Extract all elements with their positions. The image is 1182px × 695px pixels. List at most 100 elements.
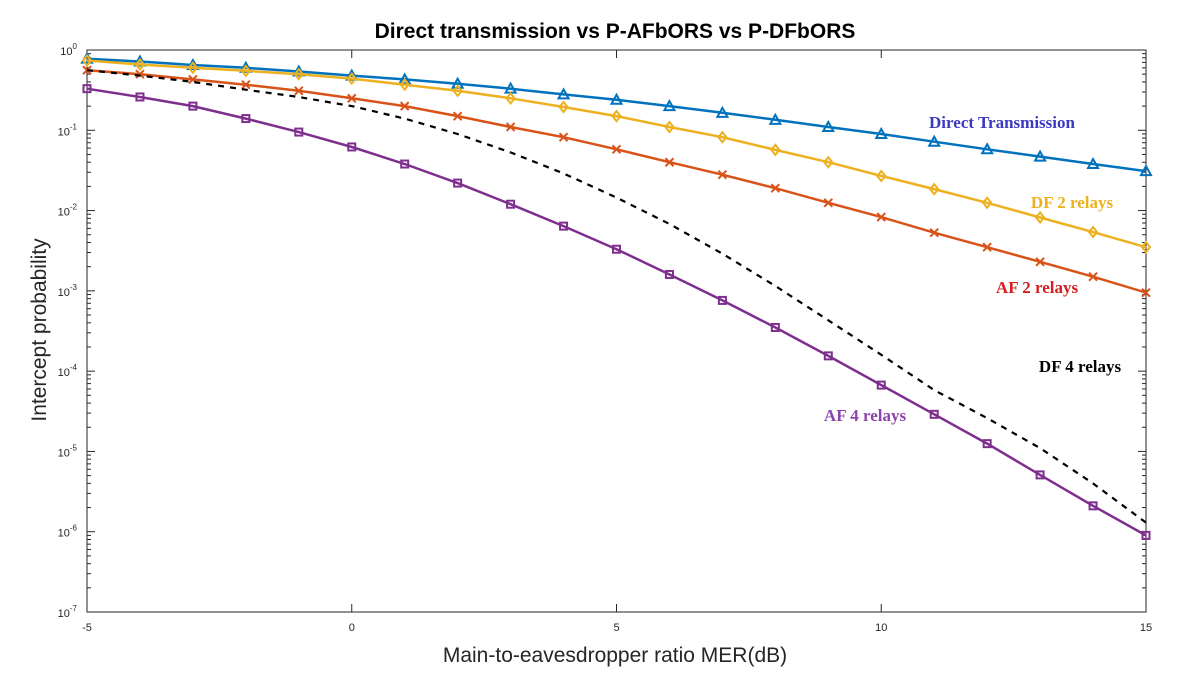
data-point [1034,210,1046,225]
series-af-4-relays [82,84,1151,540]
x-tick-label: -5 [82,622,92,634]
y-tick-label: 10-4 [58,363,78,379]
series-label: Direct Transmission [929,113,1075,132]
x-ticks: -5 0 5 10 15 [82,50,1152,634]
data-point [664,157,675,167]
data-point [1035,257,1045,267]
series-direct-transmission [80,51,1153,177]
data-point [717,130,728,144]
data-point [874,126,888,139]
series-label: AF 4 relays [824,406,907,425]
data-point [770,183,781,193]
data-point [770,143,781,157]
data-point [294,127,304,137]
data-point [1035,470,1045,480]
data-point [453,178,463,188]
data-point [982,242,992,252]
y-ticks: 10-7 10-6 10-5 10-4 10-3 10-2 10-1 100 [58,42,1146,620]
data-point [558,100,569,114]
data-point [1087,225,1099,239]
data-point [505,91,516,105]
data-point [398,72,412,85]
y-tick-label: 10-2 [58,203,78,219]
x-tick-label: 5 [613,622,619,634]
data-point [187,61,199,75]
data-point [399,78,410,92]
chart-title: Direct transmission vs P-AFbORS vs P-DFb… [375,20,856,43]
data-point [506,199,516,209]
data-point [294,86,304,96]
data-point [505,122,516,132]
data-point [611,109,622,123]
data-point [135,69,145,79]
x-tick-label: 0 [349,622,355,634]
data-point [556,87,571,100]
data-point [293,67,305,81]
data-point [1086,156,1100,170]
y-tick-label: 10-7 [58,604,78,620]
data-point [823,155,834,169]
data-point [928,182,940,196]
data-point [450,76,465,89]
plot-area: -5 0 5 10 15 10-7 10-6 10-5 10-4 10-3 10-2 10-1 100 D… [58,42,1153,634]
data-point [823,351,833,361]
plot-frame [86,49,1147,613]
data-point [927,134,941,147]
series-line [86,59,1147,249]
data-point [347,142,357,152]
series-df-4-relays [86,69,1147,524]
series-line [86,87,1147,537]
data-point [664,120,675,134]
data-point [875,169,887,183]
data-point [1141,530,1151,540]
data-point [611,144,622,154]
data-point [188,101,198,111]
x-axis-label: Main-to-eavesdropper ratio MER(dB) [443,644,787,667]
data-point [717,295,727,305]
data-point [929,409,939,419]
data-point [240,64,252,78]
series-label: DF 4 relays [1039,357,1122,376]
data-point [1088,272,1098,282]
series-af-2-relays [82,65,1151,298]
y-tick-label: 10-1 [58,122,78,138]
data-point [768,112,783,125]
data-point [982,439,992,449]
y-axis-label: Intercept probability [28,238,51,422]
data-point [876,212,886,222]
data-point [662,99,677,112]
x-tick-label: 15 [1140,622,1152,634]
y-tick-label: 10-5 [58,443,78,459]
data-point [1141,287,1151,298]
data-point [241,114,251,124]
series-line [86,69,1147,524]
series-line [86,57,1147,173]
data-point [715,105,730,118]
y-tick-label: 100 [60,42,77,58]
data-point [81,53,93,68]
data-point [612,244,621,254]
data-point [770,322,780,332]
y-tick-label: 10-6 [58,524,78,540]
data-point [876,380,886,390]
series-df-2-relays [81,53,1152,254]
series-label: AF 2 relays [996,278,1079,297]
x-tick-label: 10 [875,622,887,634]
data-point [558,132,569,142]
data-point [1033,149,1047,162]
data-point [452,111,463,121]
data-point [241,79,251,90]
data-point [981,196,993,210]
data-point [134,57,146,72]
data-point [609,92,624,105]
data-point [452,84,463,98]
data-point [135,92,145,102]
data-point [821,119,835,132]
data-point [346,72,358,86]
data-point [1088,501,1098,511]
data-point [82,84,92,94]
data-point [980,142,994,155]
data-point [400,159,410,169]
data-point [823,198,834,208]
